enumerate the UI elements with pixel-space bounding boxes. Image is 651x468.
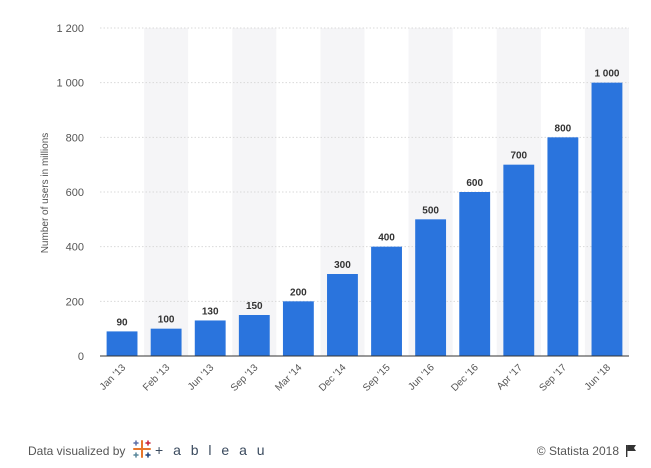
y-tick-label: 1 200 [56,23,84,35]
x-tick-label: Apr '17 [495,362,525,392]
x-tick-label: Jun '13 [186,362,217,393]
x-tick-label: Jun '18 [583,362,614,393]
bar-value-label: 130 [202,306,219,317]
tableau-logo-icon[interactable] [131,438,153,460]
bar-value-label: 300 [334,260,351,271]
bar-value-label: 1 000 [594,69,619,80]
bar-value-label: 600 [466,178,483,189]
bar[interactable] [371,246,402,356]
gridlines [100,27,629,302]
x-tick-label: Sep '17 [537,362,569,394]
bar[interactable] [194,320,226,356]
flag-icon[interactable] [625,444,637,457]
tableau-wordmark[interactable]: + a b l e a u [155,442,268,458]
bar-value-label: 400 [378,233,395,244]
x-tick-label: Jan '13 [98,362,129,393]
bar-value-label: 500 [422,205,439,216]
bar-value-label: 100 [158,315,175,326]
bar-value-label: 90 [116,317,128,328]
bar-value-label: 700 [510,151,527,162]
bar[interactable] [415,219,447,356]
bars [106,82,623,357]
y-tick-label: 0 [78,351,84,363]
bar[interactable] [238,315,270,356]
bar[interactable] [459,192,491,356]
bar-value-label: 200 [290,287,307,298]
bar[interactable] [106,331,138,356]
y-axis-ticks: 0 200 400 600 800 1 000 1 200 [56,23,84,363]
bar[interactable] [282,301,314,356]
footer: Data visualized by + a b l e a u © Stati… [0,436,651,464]
bar[interactable] [591,82,623,357]
x-tick-label: Mar '14 [273,362,304,393]
data-visualized-by-label: Data visualized by [28,444,126,458]
x-tick-label: Sep '13 [229,362,261,394]
x-tick-label: Jun '16 [406,362,437,393]
copyright-text: © Statista 2018 [536,444,619,458]
bar-value-label: 150 [246,301,263,312]
x-tick-label: Sep '15 [361,362,393,394]
bar[interactable] [503,164,535,356]
x-axis-ticks: Jan '13 Feb '13 Jun '13 Sep '13 Mar '14 Dec '… [98,362,614,394]
y-tick-label: 1 000 [56,78,84,90]
value-labels: 90 100 130 150 200 300 400 500 600 700 800 1 000 [116,69,619,329]
y-tick-label: 200 [66,296,84,308]
x-tick-label: Dec '14 [317,362,349,394]
x-tick-label: Dec '16 [449,362,481,394]
bar-chart: 90 100 130 150 200 300 400 500 600 700 800 1 000 0 2… [40,23,629,394]
y-tick-label: 600 [66,187,84,199]
bar[interactable] [150,328,182,356]
x-tick-label: Feb '13 [141,362,172,393]
bar-value-label: 800 [555,123,572,134]
bar[interactable] [547,137,579,356]
y-tick-label: 800 [66,132,84,144]
bar[interactable] [327,274,358,356]
y-tick-label: 400 [66,242,84,254]
y-axis-label: Number of users in millions [40,133,51,254]
